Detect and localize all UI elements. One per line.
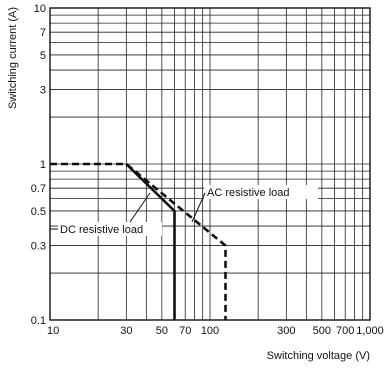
annotations: AC resistive load DC resistive load xyxy=(50,185,318,236)
annotation-dc-leader xyxy=(129,192,151,223)
y-tick-label: 1 xyxy=(40,159,46,171)
y-tick-label: 0.7 xyxy=(31,183,46,195)
annotation-ac-bg xyxy=(204,185,318,199)
x-tick-label: 300 xyxy=(277,325,295,337)
y-tick-label: 10 xyxy=(34,3,46,15)
x-axis-title: Switching voltage (V) xyxy=(267,350,370,362)
y-tick-labels: 0.1 0.3 0.5 0.7 1 3 5 7 10 xyxy=(31,3,46,327)
x-tick-label: 30 xyxy=(120,325,132,337)
annotation-dc-bg xyxy=(58,222,162,236)
y-tick-label: 5 xyxy=(40,50,46,62)
y-tick-label: 0.5 xyxy=(31,206,46,218)
series-dc-line xyxy=(125,163,176,320)
series-ac-line xyxy=(50,162,227,320)
y-tick-label: 0.3 xyxy=(31,241,46,253)
annotation-ac-leader xyxy=(191,192,206,223)
y-axis-title: Switching current (A) xyxy=(7,7,19,109)
x-tick-label: 70 xyxy=(179,325,191,337)
x-tick-label: 1,000 xyxy=(356,325,384,337)
x-tick-label: 100 xyxy=(201,325,219,337)
y-tick-label: 7 xyxy=(40,27,46,39)
x-tick-label: 700 xyxy=(336,325,354,337)
x-tick-label: 500 xyxy=(313,325,331,337)
series-layer xyxy=(50,162,227,320)
x-tick-label: 10 xyxy=(47,325,59,337)
annotation-ac: AC resistive load xyxy=(207,187,290,199)
y-tick-label: 3 xyxy=(40,85,46,97)
annotation-dc: DC resistive load xyxy=(60,224,143,236)
x-tick-label: 50 xyxy=(156,325,168,337)
y-tick-label: 0.1 xyxy=(31,315,46,327)
x-tick-labels: 10 30 50 70 100 300 500 700 1,000 xyxy=(47,325,384,337)
